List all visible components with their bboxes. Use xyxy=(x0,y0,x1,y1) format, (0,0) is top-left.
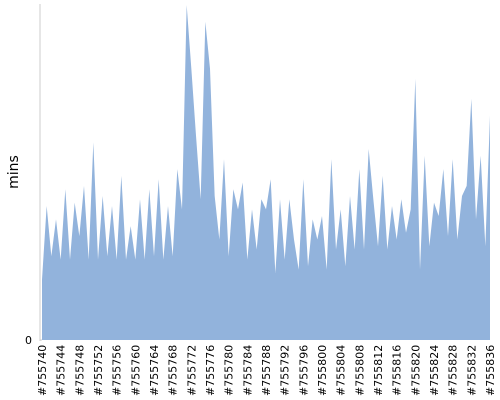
x-tick-label: #755808 xyxy=(353,345,366,396)
x-tick-label: #755788 xyxy=(260,345,273,396)
x-tick-label: #755780 xyxy=(223,345,236,396)
x-tick-label: #755828 xyxy=(447,345,460,396)
x-tick-label: #755792 xyxy=(279,345,292,396)
x-tick-label: #755816 xyxy=(391,345,404,396)
x-tick-label: #755764 xyxy=(148,345,161,396)
x-tick-label: #755796 xyxy=(297,345,310,396)
x-tick-label: #755820 xyxy=(409,345,422,396)
x-tick-label: #755800 xyxy=(316,345,329,396)
x-tick-label: #755776 xyxy=(204,345,217,396)
x-tick-label: #755752 xyxy=(92,345,105,396)
x-tick-label: #755744 xyxy=(55,345,68,396)
x-tick-label: #755812 xyxy=(372,345,385,396)
x-tick-label: #755748 xyxy=(73,345,86,396)
x-tick-label: #755740 xyxy=(36,345,49,396)
x-tick-label: #755760 xyxy=(129,345,142,396)
x-tick-label: #755768 xyxy=(167,345,180,396)
x-tick-label: #755772 xyxy=(185,345,198,396)
x-tick-label: #755824 xyxy=(428,345,441,396)
y-tick-label: 0 xyxy=(25,334,32,347)
x-tick-label: #755836 xyxy=(484,345,497,396)
x-tick-label: #755804 xyxy=(335,345,348,396)
area xyxy=(42,5,490,340)
x-tick-label: #755832 xyxy=(465,345,478,396)
x-tick-label: #755756 xyxy=(111,345,124,396)
y-axis-label: mins xyxy=(6,155,22,189)
x-tick-label: #755784 xyxy=(241,345,254,396)
